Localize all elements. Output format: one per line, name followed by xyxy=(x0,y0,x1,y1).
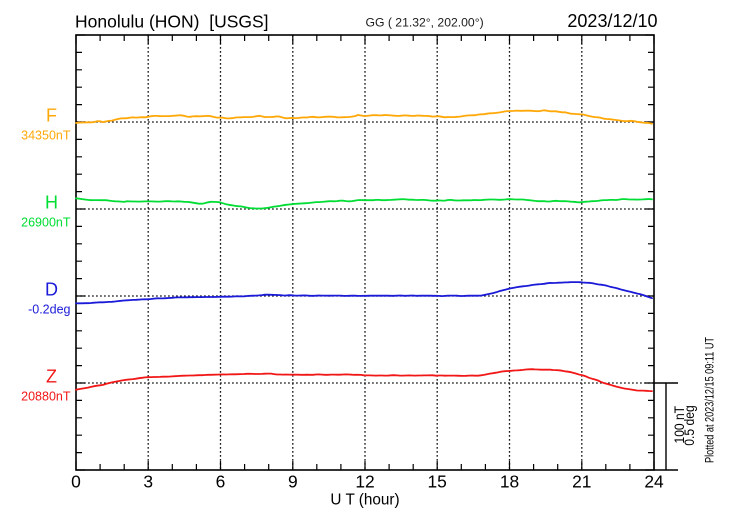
svg-text:H: H xyxy=(45,193,58,213)
svg-text:9: 9 xyxy=(288,471,298,491)
svg-text:21: 21 xyxy=(572,471,591,491)
svg-text:34350nT: 34350nT xyxy=(21,129,71,143)
svg-text:20880nT: 20880nT xyxy=(21,390,71,404)
svg-text:F: F xyxy=(46,106,57,126)
svg-text:0.5 deg: 0.5 deg xyxy=(682,405,697,446)
svg-text:U T (hour): U T (hour) xyxy=(330,492,399,509)
svg-text:D: D xyxy=(45,280,58,300)
svg-text:18: 18 xyxy=(500,471,519,491)
svg-text:2023/12/10: 2023/12/10 xyxy=(567,11,657,31)
svg-text:3: 3 xyxy=(143,471,153,491)
svg-text:0: 0 xyxy=(71,471,81,491)
svg-text:Honolulu (HON) [USGS]: Honolulu (HON) [USGS] xyxy=(75,12,269,32)
svg-text:GG ( 21.32°, 202.00°): GG ( 21.32°, 202.00°) xyxy=(366,15,484,29)
svg-text:12: 12 xyxy=(355,471,374,491)
svg-text:24: 24 xyxy=(644,471,664,491)
svg-text:26900nT: 26900nT xyxy=(21,216,71,230)
svg-text:-0.2deg: -0.2deg xyxy=(28,303,70,317)
svg-text:Plotted at 2023/12/15 09:11 UT: Plotted at 2023/12/15 09:11 UT xyxy=(705,337,717,463)
svg-text:15: 15 xyxy=(428,471,447,491)
svg-text:Z: Z xyxy=(46,367,57,387)
svg-text:100 nT: 100 nT xyxy=(672,406,687,444)
svg-text:6: 6 xyxy=(216,471,226,491)
